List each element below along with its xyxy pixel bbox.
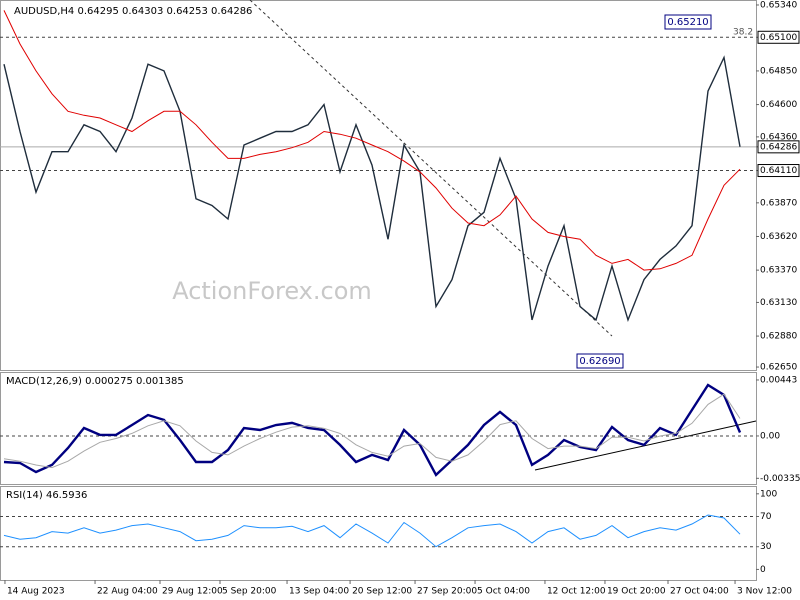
y-tick-label: 0.64286: [760, 142, 797, 152]
series-line: [3, 514, 741, 548]
y-tick-label: 0.65340: [760, 0, 797, 10]
x-tick-label: 27 Sep 20:00: [417, 587, 477, 597]
x-tick-label: 5 Sep 20:00: [222, 587, 277, 597]
y-tick-label: 0.64850: [760, 66, 797, 76]
annotation-box: [664, 14, 712, 30]
watermark: ActionForex.com: [172, 277, 372, 305]
rsi-panel: [0, 486, 757, 581]
tick-highlight: [757, 140, 800, 154]
y-tick-label: 0.63870: [760, 198, 797, 208]
annotation: 0.65210: [667, 17, 708, 28]
y-tick-label: 0: [760, 565, 766, 575]
y-tick-label: 0.63370: [760, 266, 797, 276]
y-tick-label: 0.63620: [760, 232, 797, 242]
tick-highlight: [757, 164, 800, 178]
y-tick-label: 0.64360: [760, 132, 797, 142]
x-tick-label: 27 Oct 04:00: [670, 587, 729, 597]
x-tick-label: 29 Aug 12:00: [162, 587, 223, 597]
price-panel: [0, 0, 757, 371]
y-tick-label: 0.00: [760, 431, 780, 441]
y-tick-label: 100: [760, 489, 777, 499]
x-tick-label: 5 Oct 04:00: [477, 587, 530, 597]
x-tick-label: 20 Sep 12:00: [352, 587, 412, 597]
x-tick-label: 14 Aug 2023: [7, 587, 65, 597]
price-title: AUDUSD,H4 0.64295 0.64303 0.64253 0.6428…: [14, 6, 252, 17]
macd-title: MACD(12,26,9) 0.000275 0.001385: [6, 376, 184, 387]
x-tick-label: 13 Sep 04:00: [289, 587, 349, 597]
y-tick-label: 0.62880: [760, 332, 797, 342]
y-tick-label: 0.65100: [760, 33, 797, 43]
series-line: [3, 393, 741, 469]
annotation: 0.62690: [579, 356, 620, 367]
rsi-title: RSI(14) 46.5936: [6, 490, 87, 501]
y-tick-label: 0.63130: [760, 298, 797, 308]
y-tick-label: 0.64110: [760, 166, 797, 176]
series-line: [3, 10, 741, 271]
y-tick-label: 70: [760, 512, 772, 522]
y-tick-label: 0.00443: [760, 375, 797, 385]
macd-panel: [0, 372, 757, 485]
annotation: 38.2: [733, 28, 753, 38]
series-line: [3, 383, 742, 477]
x-tick-label: 3 Nov 12:00: [737, 587, 792, 597]
x-tick-label: 22 Aug 04:00: [97, 587, 158, 597]
x-tick-label: 19 Oct 20:00: [607, 587, 666, 597]
x-tick-label: 12 Oct 12:00: [547, 587, 606, 597]
trend-line: [249, 0, 613, 337]
annotation-box: [576, 353, 624, 369]
y-tick-label: 0.64600: [760, 100, 797, 110]
y-tick-label: 30: [760, 542, 772, 552]
tick-highlight: [757, 30, 800, 44]
y-tick-label: 0.62650: [760, 363, 797, 373]
macd-trend-line: [534, 420, 757, 471]
